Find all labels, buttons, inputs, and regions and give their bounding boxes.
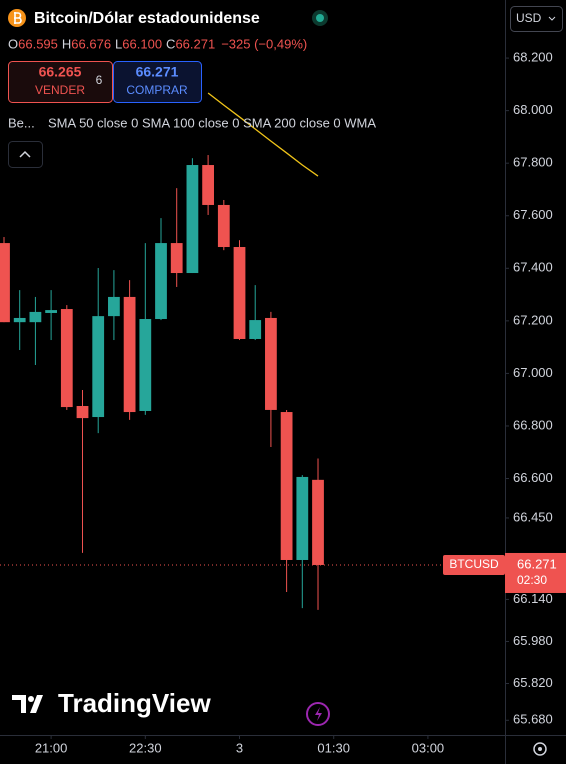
logo-icon bbox=[12, 695, 43, 713]
candle-body bbox=[29, 311, 42, 323]
y-tick-label: 65.820 bbox=[513, 675, 553, 690]
settings-icon bbox=[538, 747, 542, 751]
candle-body bbox=[123, 296, 136, 413]
x-tick-label: 01:30 bbox=[317, 740, 350, 755]
candle-body bbox=[233, 247, 246, 339]
candle-body bbox=[76, 405, 89, 419]
candle-body bbox=[217, 204, 230, 248]
candle-body bbox=[249, 320, 262, 339]
chevron-icon bbox=[548, 16, 556, 21]
x-tick-label: 22:30 bbox=[129, 740, 162, 755]
price-tag: 66.271 bbox=[517, 556, 557, 571]
y-tick-label: 68.200 bbox=[513, 50, 553, 65]
change: −325 (−0,49%) bbox=[221, 36, 307, 51]
candle-body bbox=[60, 309, 73, 408]
candle-body bbox=[13, 317, 26, 323]
legend-value: 66.271 bbox=[175, 36, 215, 51]
spread: 6 bbox=[96, 73, 103, 87]
logo-text[interactable]: TradingView bbox=[58, 688, 211, 718]
countdown: 02:30 bbox=[517, 573, 547, 587]
legend-key: C bbox=[166, 36, 175, 51]
candle-body bbox=[202, 165, 214, 205]
coin-glyph bbox=[14, 12, 22, 24]
y-tick-label: 67.400 bbox=[513, 260, 553, 275]
y-tick-label: 65.980 bbox=[513, 633, 553, 648]
candle-body bbox=[186, 165, 199, 274]
candle-body bbox=[155, 243, 167, 320]
y-tick-label: 67.200 bbox=[513, 312, 553, 327]
legend-key: L bbox=[115, 36, 122, 51]
lightning-icon bbox=[315, 707, 322, 721]
symbol-title[interactable]: Bitcoin/Dólar estadounidense bbox=[34, 10, 260, 27]
candle-body bbox=[312, 479, 324, 565]
currency-button[interactable] bbox=[510, 6, 563, 32]
sell-label: VENDER bbox=[35, 83, 85, 97]
y-tick-label: 66.600 bbox=[513, 470, 553, 485]
indicator-label[interactable]: Be... bbox=[8, 115, 35, 130]
market-status-dot bbox=[316, 14, 324, 22]
ohlc-legend: O 66.595 H 66.676 L 66.100 C 66.271 bbox=[8, 36, 215, 51]
buy-price: 66.271 bbox=[136, 64, 179, 80]
candle-body bbox=[92, 316, 105, 418]
legend-key: O bbox=[8, 36, 18, 51]
symbol-tag: BTCUSD bbox=[449, 557, 499, 571]
plot-area bbox=[0, 92, 324, 610]
candle-body bbox=[139, 319, 152, 411]
x-tick-label: 03:00 bbox=[412, 740, 445, 755]
candle-body bbox=[280, 412, 293, 560]
buy-label: COMPRAR bbox=[126, 83, 188, 97]
y-tick-label: 67.600 bbox=[513, 207, 553, 222]
candle-body bbox=[108, 296, 120, 317]
y-tick-label: 67.800 bbox=[513, 155, 553, 170]
y-tick-label: 67.000 bbox=[513, 365, 553, 380]
y-tick-label: 65.680 bbox=[513, 712, 553, 727]
candle-body bbox=[45, 310, 57, 313]
legend-key: H bbox=[62, 36, 71, 51]
buy-button[interactable] bbox=[113, 61, 202, 103]
y-tick-label: 68.000 bbox=[513, 102, 553, 117]
legend-value: 66.595 bbox=[18, 36, 58, 51]
y-tick-label: 66.800 bbox=[513, 417, 553, 432]
chevron-icon bbox=[19, 150, 31, 158]
settings-icon[interactable] bbox=[533, 742, 547, 756]
candle-body bbox=[0, 243, 10, 323]
legend-value: 66.676 bbox=[71, 36, 111, 51]
y-tick-label: 66.140 bbox=[513, 591, 553, 606]
y-tick-label: 66.450 bbox=[513, 509, 553, 524]
candle-body bbox=[296, 476, 309, 560]
ma-line bbox=[207, 92, 319, 177]
currency: USD bbox=[516, 11, 542, 25]
x-tick-label: 21:00 bbox=[35, 740, 68, 755]
price-tag-bg bbox=[505, 552, 566, 593]
candle-body bbox=[170, 243, 183, 274]
symbol-tag-bg bbox=[443, 554, 505, 575]
collapse-button[interactable] bbox=[8, 141, 43, 168]
sell-button[interactable] bbox=[8, 61, 113, 103]
x-tick-label: 3 bbox=[236, 740, 243, 755]
legend-value: 66.100 bbox=[122, 36, 162, 51]
logo-icon bbox=[28, 696, 34, 702]
sell-price: 66.265 bbox=[39, 64, 82, 80]
candle-body bbox=[265, 317, 277, 410]
indicator-label[interactable]: SMA 50 close 0 SMA 100 close 0 SMA 200 c… bbox=[48, 115, 376, 130]
